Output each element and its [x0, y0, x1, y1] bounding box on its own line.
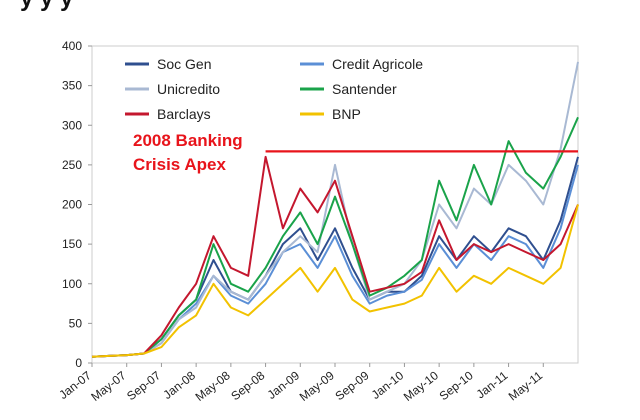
y-tick-label: 400	[62, 39, 82, 53]
series-group	[91, 61, 579, 358]
series-line-barclays	[91, 155, 579, 358]
legend-item: Credit Agricole	[300, 56, 423, 72]
legend-item: BNP	[300, 106, 361, 122]
x-tick-label: Sep-07	[124, 368, 163, 403]
series-line-bnp	[91, 204, 579, 358]
y-tick-label: 350	[62, 79, 82, 93]
series-line-unicredito	[91, 61, 579, 358]
y-axis: 0 50 100 150 200 250 300 350 400	[62, 39, 92, 370]
x-tick-label: May-10	[401, 368, 441, 404]
x-tick-label: May-08	[193, 368, 233, 404]
x-tick-label: Jan-09	[265, 368, 303, 402]
x-tick-label: May-07	[88, 368, 128, 404]
legend-label: Soc Gen	[157, 56, 211, 72]
x-tick-label: Jan-08	[160, 368, 198, 402]
annotation-text: Crisis Apex	[133, 155, 226, 174]
legend-item: Santender	[300, 81, 397, 97]
legend-label: Credit Agricole	[332, 56, 423, 72]
x-tick-label: May-09	[297, 368, 337, 404]
x-tick-label: Jan-10	[369, 368, 407, 402]
x-tick-label: Sep-08	[228, 368, 267, 403]
plot-area	[91, 45, 579, 364]
y-tick-label: 300	[62, 118, 82, 132]
x-tick-label: May-11	[506, 368, 546, 403]
y-tick-label: 50	[69, 316, 83, 330]
x-tick-label: Sep-10	[437, 368, 476, 403]
x-tick-label: Sep-09	[332, 368, 371, 403]
y-tick-label: 0	[75, 356, 82, 370]
plot-background	[91, 45, 579, 364]
legend-label: Unicredito	[157, 81, 220, 97]
legend-label: Santender	[332, 81, 397, 97]
annotation-text: 2008 Banking	[133, 131, 243, 150]
x-axis: Jan-07May-07Sep-07Jan-08May-08Sep-08Jan-…	[56, 363, 545, 404]
y-tick-label: 100	[62, 277, 82, 291]
legend-label: Barclays	[157, 106, 211, 122]
annotations: 2008 Banking Crisis Apex	[133, 131, 243, 174]
x-tick-label: Jan-07	[56, 368, 94, 402]
legend-item: Unicredito	[125, 81, 220, 97]
x-tick-label: Jan-11	[474, 368, 511, 401]
y-tick-label: 200	[62, 198, 82, 212]
y-tick-label: 250	[62, 158, 82, 172]
series-line-santender	[91, 116, 579, 358]
top-title-fragment: y y y	[20, 0, 74, 12]
legend-item: Barclays	[125, 106, 211, 122]
y-tick-label: 150	[62, 237, 82, 251]
legend-item: Soc Gen	[125, 56, 211, 72]
legend-label: BNP	[332, 106, 361, 122]
legend: Soc Gen Credit Agricole Unicredito Santende…	[125, 56, 423, 122]
